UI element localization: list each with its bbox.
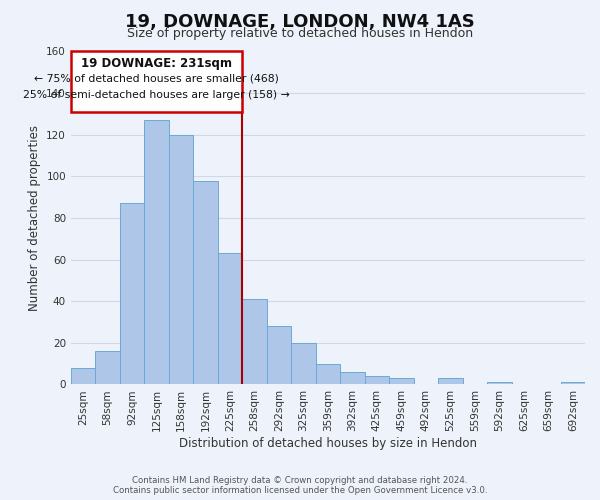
Bar [145, 120, 169, 384]
Bar [95, 351, 120, 384]
X-axis label: Distribution of detached houses by size in Hendon: Distribution of detached houses by size … [179, 437, 477, 450]
Text: 19, DOWNAGE, LONDON, NW4 1AS: 19, DOWNAGE, LONDON, NW4 1AS [125, 12, 475, 30]
Text: 19 DOWNAGE: 231sqm: 19 DOWNAGE: 231sqm [81, 56, 232, 70]
Bar [389, 378, 413, 384]
Bar [71, 368, 95, 384]
Y-axis label: Number of detached properties: Number of detached properties [28, 125, 41, 311]
Text: 25% of semi-detached houses are larger (158) →: 25% of semi-detached houses are larger (… [23, 90, 290, 100]
Bar [487, 382, 512, 384]
Bar [218, 254, 242, 384]
FancyBboxPatch shape [71, 52, 242, 112]
Bar [193, 180, 218, 384]
Bar [560, 382, 585, 384]
Text: Contains public sector information licensed under the Open Government Licence v3: Contains public sector information licen… [113, 486, 487, 495]
Bar [340, 372, 365, 384]
Bar [365, 376, 389, 384]
Text: Size of property relative to detached houses in Hendon: Size of property relative to detached ho… [127, 28, 473, 40]
Bar [242, 299, 267, 384]
Text: Contains HM Land Registry data © Crown copyright and database right 2024.: Contains HM Land Registry data © Crown c… [132, 476, 468, 485]
Bar [438, 378, 463, 384]
Bar [316, 364, 340, 384]
Bar [267, 326, 291, 384]
Bar [120, 204, 145, 384]
Text: ← 75% of detached houses are smaller (468): ← 75% of detached houses are smaller (46… [34, 74, 279, 84]
Bar [291, 343, 316, 384]
Bar [169, 134, 193, 384]
